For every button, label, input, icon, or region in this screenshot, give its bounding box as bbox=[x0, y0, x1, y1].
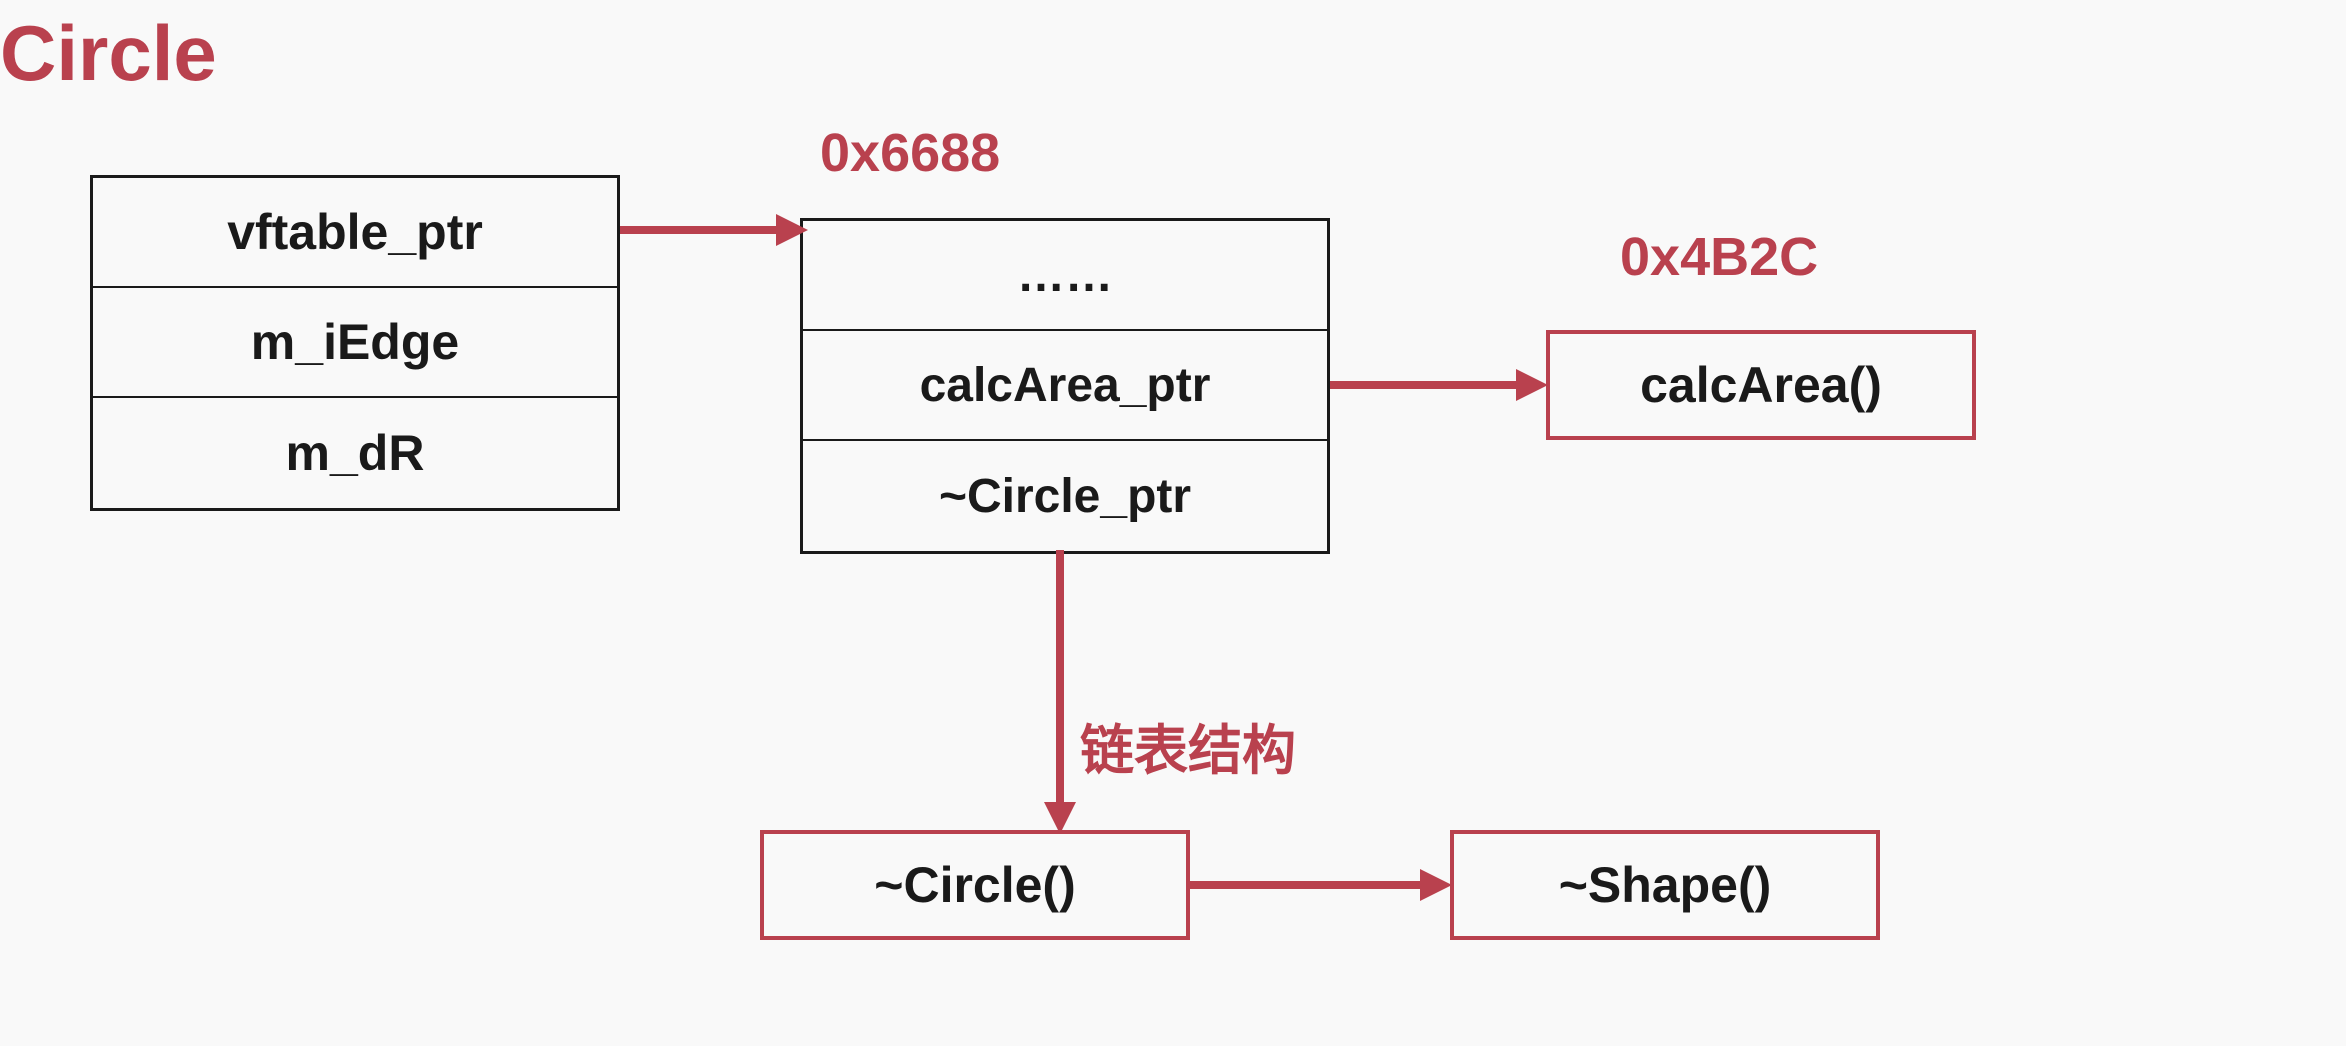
vtable-table: ……calcArea_ptr~Circle_ptr bbox=[800, 218, 1330, 554]
shape-dtor-fn-box: ~Shape() bbox=[1450, 830, 1880, 940]
object-table-row-0: vftable_ptr bbox=[93, 178, 617, 288]
vtable-row-1: calcArea_ptr bbox=[803, 331, 1327, 441]
object-table-row-2: m_dR bbox=[93, 398, 617, 508]
vtable-row-0: …… bbox=[803, 221, 1327, 331]
vtable-address-label: 0x6688 bbox=[820, 122, 1000, 184]
vtable-row-2: ~Circle_ptr bbox=[803, 441, 1327, 551]
calcarea-fn-box: calcArea() bbox=[1546, 330, 1976, 440]
diagram-title: Circle bbox=[0, 8, 217, 99]
calcarea-address-label: 0x4B2C bbox=[1620, 226, 1818, 288]
object-table-row-1: m_iEdge bbox=[93, 288, 617, 398]
circle-dtor-fn-box: ~Circle() bbox=[760, 830, 1190, 940]
circle-object-table: vftable_ptrm_iEdgem_dR bbox=[90, 175, 620, 511]
linked-list-label: 链表结构 bbox=[1080, 706, 1296, 785]
